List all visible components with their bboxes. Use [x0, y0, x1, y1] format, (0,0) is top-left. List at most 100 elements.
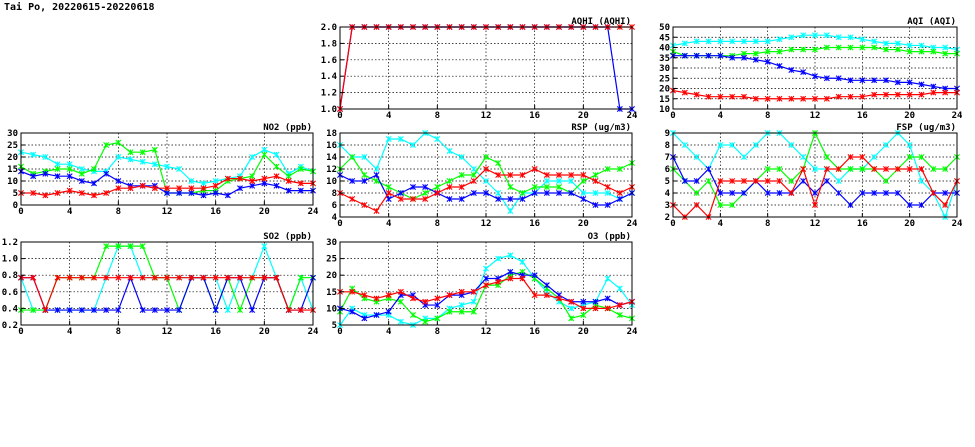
data-point	[942, 50, 949, 57]
data-point	[30, 274, 37, 281]
data-point	[568, 172, 575, 178]
data-point	[273, 182, 280, 189]
data-point	[151, 307, 158, 314]
data-point	[616, 196, 623, 202]
data-point	[495, 190, 502, 196]
data-point	[764, 48, 771, 55]
data-point	[42, 154, 49, 160]
data-point	[273, 163, 280, 170]
data-point	[800, 154, 807, 160]
data-point	[434, 315, 441, 322]
x-tick-label: 8	[435, 219, 440, 229]
data-point	[397, 288, 404, 295]
data-point	[30, 151, 37, 158]
data-point	[151, 161, 158, 168]
data-point	[835, 44, 842, 51]
x-tick-label: 8	[765, 219, 770, 229]
data-point	[422, 184, 429, 190]
data-point	[139, 307, 146, 314]
y-tick-label: 18	[326, 129, 337, 139]
data-point	[776, 178, 783, 184]
data-point	[273, 274, 280, 281]
y-tick-label: 2.0	[321, 23, 337, 33]
data-point	[188, 274, 195, 281]
data-point	[127, 274, 134, 281]
data-point	[151, 185, 158, 192]
data-point	[918, 166, 925, 172]
data-point	[800, 32, 807, 39]
data-point	[127, 149, 134, 156]
data-point	[410, 295, 416, 302]
data-point	[568, 190, 575, 196]
data-point	[422, 298, 429, 305]
data-point	[906, 166, 913, 172]
data-point	[604, 305, 611, 312]
x-tick-label: 0	[337, 219, 342, 229]
data-point	[906, 154, 913, 160]
x-tick-label: 4	[718, 111, 724, 121]
data-point	[349, 288, 356, 295]
data-point	[434, 190, 441, 196]
series-no2-0	[18, 146, 316, 187]
data-point	[78, 178, 85, 184]
data-point	[906, 91, 913, 98]
y-tick-label: 7	[665, 153, 670, 163]
data-point	[812, 190, 818, 196]
x-tick-label: 4	[718, 219, 724, 229]
series-no2-3	[18, 173, 316, 199]
x-tick-label: 24	[308, 207, 319, 217]
data-point	[434, 184, 441, 190]
data-point	[507, 208, 514, 214]
data-point	[164, 274, 170, 281]
y-tick-label: 0	[13, 201, 18, 211]
data-point	[361, 292, 368, 299]
data-point	[66, 187, 73, 194]
data-point	[752, 38, 759, 45]
x-tick-label: 20	[578, 327, 589, 337]
y-tick-label: 1.2	[2, 238, 18, 248]
data-point	[741, 178, 747, 184]
x-tick-label: 16	[529, 327, 540, 337]
data-point	[249, 307, 256, 314]
data-point	[592, 305, 599, 312]
data-point	[446, 148, 453, 154]
data-point	[592, 172, 599, 178]
x-tick-label: 12	[481, 219, 492, 229]
data-point	[580, 312, 587, 319]
data-point	[580, 178, 587, 184]
chart-fsp: 0 4 8 12 16 20 24 2 3 4 5 6 7 8 9 FSP (ug/m3)	[665, 123, 963, 229]
data-point	[764, 190, 771, 196]
data-point	[568, 298, 575, 305]
data-point	[212, 182, 219, 189]
data-point	[942, 44, 949, 51]
data-point	[871, 44, 878, 51]
data-point	[835, 34, 842, 41]
data-point	[894, 79, 901, 86]
data-point	[531, 190, 538, 196]
data-point	[285, 178, 292, 184]
data-point	[543, 282, 550, 289]
data-point	[422, 318, 429, 325]
data-point	[556, 178, 562, 184]
data-point	[788, 34, 795, 41]
data-point	[800, 178, 807, 184]
data-point	[297, 187, 304, 194]
data-point	[616, 285, 623, 292]
data-point	[273, 173, 280, 180]
x-tick-label: 8	[116, 207, 121, 217]
y-tick-label: 10	[326, 177, 337, 187]
data-point	[495, 160, 502, 166]
data-point	[483, 166, 489, 172]
data-point	[788, 190, 795, 196]
data-point	[410, 184, 416, 190]
data-point	[543, 190, 550, 196]
data-point	[883, 46, 889, 53]
data-point	[930, 48, 937, 55]
data-point	[681, 89, 688, 96]
series-rsp-2	[337, 172, 635, 208]
y-tick-label: 10	[326, 304, 337, 314]
data-point	[164, 163, 170, 170]
y-tick-label: 30	[326, 238, 337, 248]
data-point	[741, 54, 747, 61]
data-point	[752, 178, 759, 184]
